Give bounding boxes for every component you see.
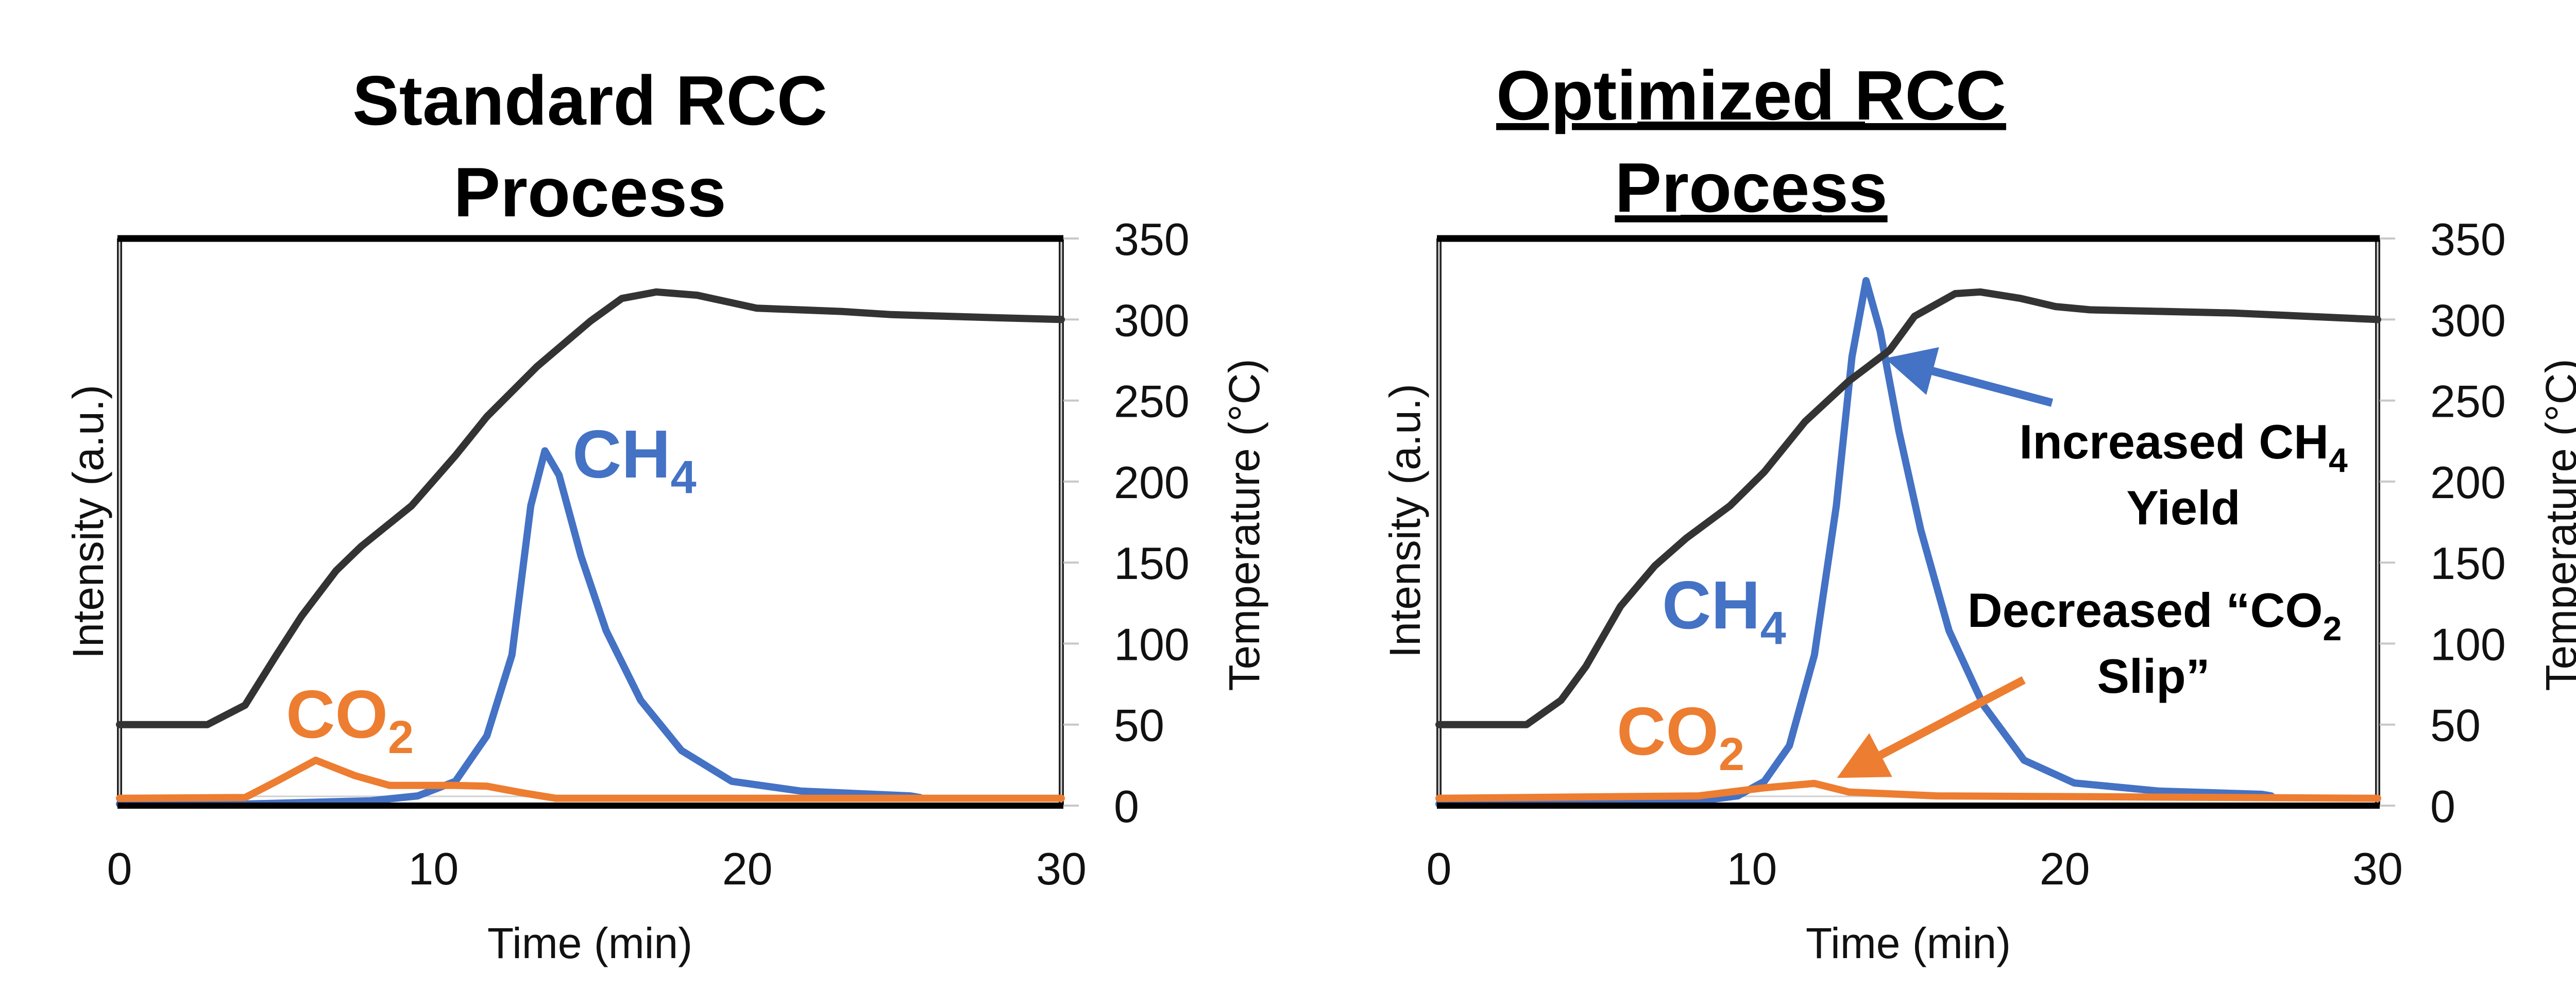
y-tick-label: 300 <box>2430 295 2506 346</box>
annotation-ch4-line-1: Increased CH4 <box>2019 415 2348 479</box>
series-line-temperature <box>116 288 1065 728</box>
chart-optimized-rcc: Optimized RCC Process 050100150200250300… <box>1381 56 2576 967</box>
y-tick-label: 50 <box>1114 700 1164 751</box>
x-tick-label: 30 <box>2352 843 2403 894</box>
series-line-ch4 <box>116 447 924 808</box>
x-tick-label: 10 <box>408 843 459 894</box>
y-tick-label: 50 <box>2430 700 2481 751</box>
x-tick-label: 30 <box>1036 843 1087 894</box>
x-tick-label: 20 <box>722 843 773 894</box>
series-label-ch4: CH4 <box>572 416 697 503</box>
y-tick-label: 100 <box>1114 619 1190 670</box>
series-label-co2: CO2 <box>286 676 414 763</box>
y-tick-label: 300 <box>1114 295 1190 346</box>
y-axis-left-title: Intensity (a.u.) <box>1381 384 1429 658</box>
y-tick-label: 200 <box>2430 457 2506 508</box>
y-tick-label: 350 <box>2430 214 2506 265</box>
series-line-ch4 <box>1435 277 2275 808</box>
chart-title-line-1: Optimized RCC <box>1496 56 2006 134</box>
y-tick-label: 150 <box>2430 538 2506 589</box>
y-tick-label: 150 <box>1114 538 1190 589</box>
plot-area: 0 50 100 150 200 250 300 350 0 10 20 30 <box>1427 214 2506 894</box>
series-line-co2 <box>1435 779 2381 802</box>
y-tick-label: 0 <box>1114 781 1139 832</box>
y-tick-label: 250 <box>2430 376 2506 427</box>
annotation-ch4-line-2: Yield <box>2126 481 2240 535</box>
series-label-co2: CO2 <box>1617 693 1744 780</box>
x-axis-title: Time (min) <box>1806 919 2011 967</box>
annotation-arrow-co2 <box>1837 676 2026 778</box>
x-tick-label: 0 <box>107 843 132 894</box>
plot-area: 0 50 100 150 200 250 300 350 0 10 20 30 <box>107 214 1190 894</box>
y-axis-right-title: Temperature (°C) <box>2537 359 2576 691</box>
chart-title-line-2: Process <box>453 153 726 231</box>
annotation-arrow-ch4 <box>1885 347 2054 407</box>
annotation-co2-line-2: Slip” <box>2097 649 2210 703</box>
y-tick-label: 100 <box>2430 619 2506 670</box>
annotation-co2-line-1: Decreased “CO2 <box>1968 583 2342 647</box>
chart-standard-rcc: Standard RCC Process 0501001502002503003… <box>64 61 1268 967</box>
y-tick-label: 200 <box>1114 457 1190 508</box>
y-tick-label: 250 <box>1114 376 1190 427</box>
chart-title-line-2: Process <box>1615 148 1887 227</box>
series-label-ch4: CH4 <box>1662 567 1786 654</box>
y-tick-label: 0 <box>2430 781 2455 832</box>
x-tick-label: 10 <box>1726 843 1777 894</box>
y-axis-left-title: Intensity (a.u.) <box>64 385 112 659</box>
x-tick-label: 0 <box>1427 843 1452 894</box>
chart-title-line-1: Standard RCC <box>352 61 827 140</box>
y-axis-right-title: Temperature (°C) <box>1220 359 1268 691</box>
series-line-temperature <box>1435 288 2381 728</box>
x-tick-label: 20 <box>2040 843 2090 894</box>
y-tick-label: 350 <box>1114 214 1190 265</box>
series-line-co2 <box>116 756 1065 802</box>
x-axis-title: Time (min) <box>487 919 692 967</box>
